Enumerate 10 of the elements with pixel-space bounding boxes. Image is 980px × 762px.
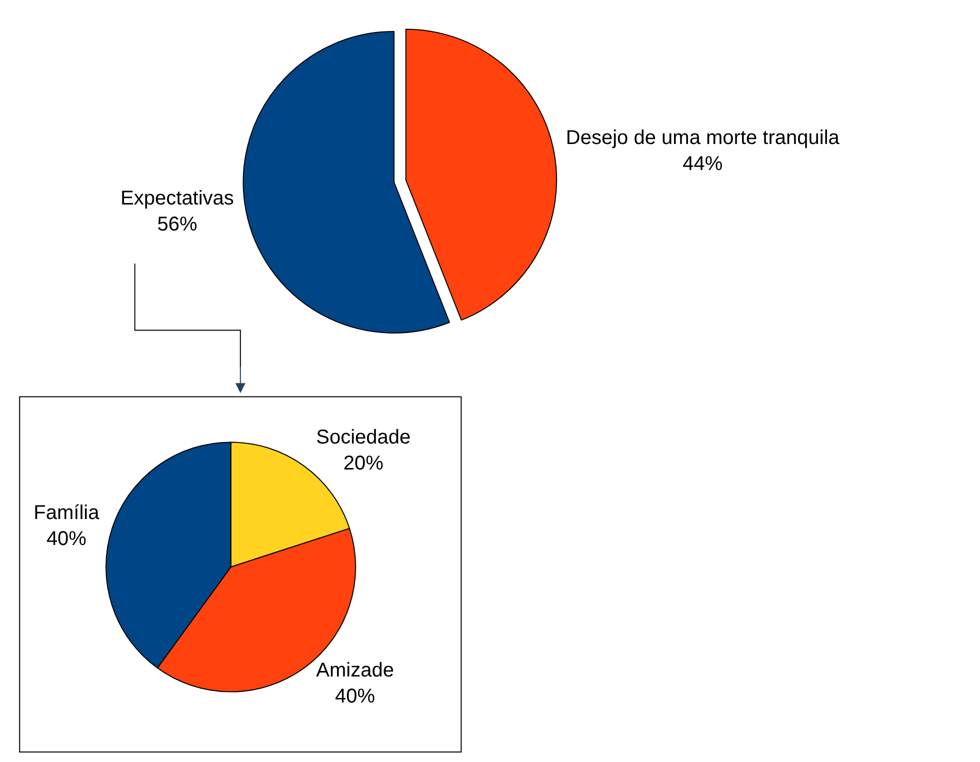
data-label: 44% [682, 152, 723, 175]
data-label: 56% [157, 213, 198, 236]
slice-label: Expectativas [120, 187, 234, 210]
slice-label: Família [34, 502, 100, 524]
slice-label: Sociedade [316, 426, 411, 448]
data-label: 40% [335, 686, 376, 708]
slice-label: Amizade [316, 660, 394, 682]
slice-label: Desejo de uma morte tranquila [566, 126, 840, 149]
data-label: 20% [343, 452, 384, 474]
data-label: 40% [46, 528, 87, 550]
